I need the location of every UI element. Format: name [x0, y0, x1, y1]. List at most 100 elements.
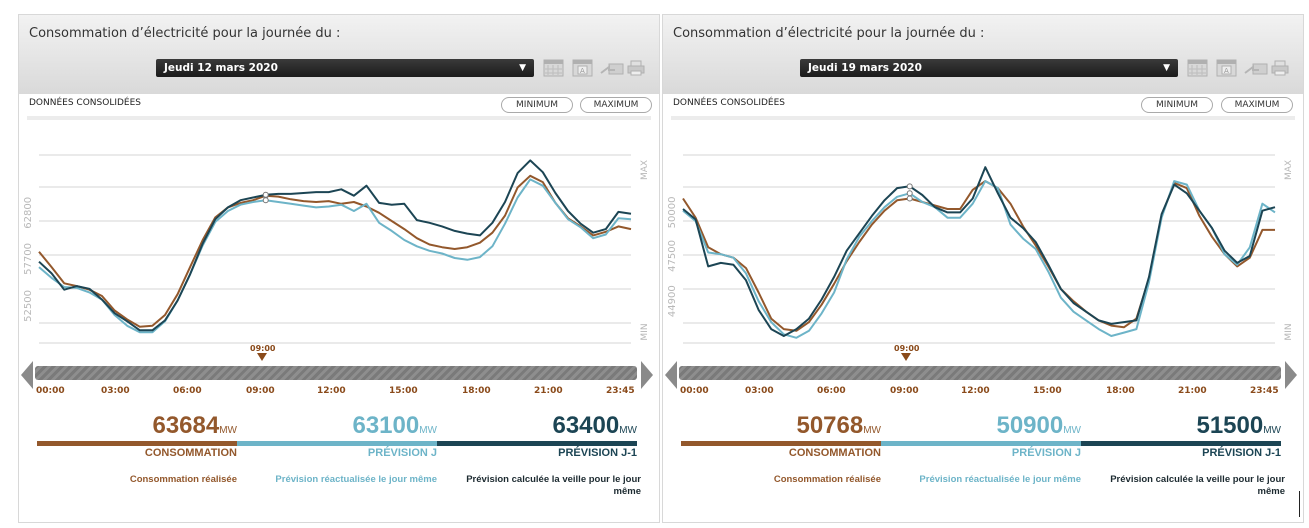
- desc-prevision-j: Prévision réactualisée le jour même: [919, 474, 1081, 485]
- current-point-marker: [906, 195, 913, 202]
- slider-left-arrow-icon[interactable]: [21, 361, 33, 389]
- maximum-button[interactable]: MAXIMUM: [580, 97, 652, 113]
- current-point-marker: [906, 183, 913, 190]
- export-icon[interactable]: [1243, 56, 1269, 78]
- header-title: Consommation d’électricité pour la journ…: [29, 26, 341, 41]
- time-tick-label: 12:00: [317, 386, 346, 396]
- panel-header: Consommation d’électricité pour la journ…: [19, 15, 659, 94]
- export-icon[interactable]: [599, 56, 625, 78]
- slider-left-arrow-icon[interactable]: [665, 361, 677, 389]
- time-tick-label: 06:00: [817, 386, 846, 396]
- marker-time-label: 09:00: [250, 344, 276, 353]
- metric-label: PRÉVISION J: [1011, 447, 1081, 459]
- metric-unit: MW: [219, 425, 237, 436]
- metric-consommation: 63684MW CONSOMMATION: [37, 412, 237, 464]
- time-tick-label: 15:00: [389, 386, 418, 396]
- time-tick-label: 12:00: [961, 386, 990, 396]
- metric-unit: MW: [419, 425, 437, 436]
- time-slider[interactable]: [35, 366, 637, 380]
- metric-value: 63684MW: [152, 412, 237, 440]
- svg-text:A: A: [580, 67, 585, 75]
- time-tick-label: 15:00: [1033, 386, 1062, 396]
- max-axis-label: MAX: [640, 160, 650, 180]
- series-line-consommation: [682, 180, 1275, 332]
- metric-bar: [237, 441, 437, 446]
- svg-text:A: A: [1224, 67, 1229, 75]
- minimum-button[interactable]: MINIMUM: [1141, 97, 1213, 113]
- min-axis-label: MIN: [640, 323, 650, 340]
- metric-unit: MW: [1263, 425, 1281, 436]
- metric-number: 63100: [352, 412, 420, 439]
- metric-consommation: 50768MW CONSOMMATION: [681, 412, 881, 464]
- current-point-marker: [262, 197, 269, 204]
- time-tick-label: 21:00: [534, 386, 563, 396]
- date-value: Jeudi 19 mars 2020: [808, 62, 922, 74]
- y-tick-label: 47500: [667, 240, 678, 272]
- calendar-day-icon[interactable]: A: [571, 56, 595, 78]
- metric-label: CONSOMMATION: [144, 447, 237, 459]
- slider-right-arrow-icon[interactable]: [641, 361, 653, 389]
- time-tick-label: 23:45: [606, 386, 635, 396]
- y-tick-label: 52500: [23, 290, 34, 322]
- data-status-label: DONNÉES CONSOLIDÉES: [29, 98, 142, 108]
- metric-prevision-j: 63100MW PRÉVISION J: [237, 412, 437, 464]
- time-tick-label: 03:00: [101, 386, 130, 396]
- series-line-prevision-j: [682, 180, 1276, 339]
- metric-bar: [437, 441, 637, 446]
- time-tick-label: 23:45: [1250, 386, 1279, 396]
- header-title: Consommation d’électricité pour la journ…: [673, 26, 985, 41]
- metric-bar: [881, 441, 1081, 446]
- date-select[interactable]: Jeudi 12 mars 2020 ▼: [156, 59, 534, 77]
- time-tick-label: 06:00: [173, 386, 202, 396]
- calendar-day-icon[interactable]: A: [1215, 56, 1239, 78]
- desc-prevision-j: Prévision réactualisée le jour même: [275, 474, 437, 485]
- metric-unit: MW: [863, 425, 881, 436]
- marker-time-label: 09:00: [894, 344, 920, 353]
- date-value: Jeudi 12 mars 2020: [164, 62, 278, 74]
- print-icon[interactable]: [626, 56, 646, 78]
- print-icon[interactable]: [1270, 56, 1290, 78]
- max-axis-label: MAX: [1284, 160, 1294, 180]
- calendar-icon[interactable]: [1186, 56, 1210, 78]
- panel-12-mars: Consommation d’électricité pour la journ…: [18, 14, 660, 523]
- dropdown-arrow-icon: ▼: [1163, 63, 1170, 73]
- consumption-chart: 44900 47500 50000 MAX MIN: [667, 154, 1294, 344]
- text-cursor: [1299, 491, 1300, 517]
- date-select[interactable]: Jeudi 19 mars 2020 ▼: [800, 59, 1178, 77]
- metric-number: 63684: [152, 412, 220, 439]
- slider-right-arrow-icon[interactable]: [1285, 361, 1297, 389]
- minimum-button[interactable]: MINIMUM: [501, 97, 573, 113]
- metric-prevision-j: 50900MW PRÉVISION J: [881, 412, 1081, 464]
- y-tick-label: 62800: [23, 197, 34, 229]
- panel-19-mars: Consommation d’électricité pour la journ…: [662, 14, 1304, 523]
- time-tick-label: 09:00: [246, 386, 275, 396]
- metric-unit: MW: [1063, 425, 1081, 436]
- min-axis-label: MIN: [1284, 323, 1294, 340]
- consumption-chart: 52500 57700 62800 MAX MIN: [23, 154, 650, 344]
- time-marker-icon[interactable]: [257, 353, 267, 361]
- time-tick-label: 18:00: [462, 386, 491, 396]
- time-tick-label: 21:00: [1178, 386, 1207, 396]
- series-line-prevision-j1: [682, 166, 1276, 337]
- metric-label: PRÉVISION J-1: [558, 447, 637, 459]
- metric-unit: MW: [619, 425, 637, 436]
- desc-prevision-j1: Prévision calculée la veille pour le jou…: [466, 474, 641, 497]
- metric-value: 63100MW: [352, 412, 437, 440]
- maximum-button[interactable]: MAXIMUM: [1221, 97, 1293, 113]
- metric-prevision-j1: 51500MW PRÉVISION J-1: [1081, 412, 1281, 464]
- current-point-marker: [262, 191, 269, 198]
- metric-bar: [37, 441, 237, 446]
- calendar-icon[interactable]: [542, 56, 566, 78]
- time-tick-label: 00:00: [36, 386, 65, 396]
- series-line-prevision-j1: [38, 159, 632, 332]
- time-marker-icon[interactable]: [901, 353, 911, 361]
- data-status-label: DONNÉES CONSOLIDÉES: [673, 98, 786, 108]
- metric-label: PRÉVISION J: [367, 447, 437, 459]
- time-tick-label: 03:00: [745, 386, 774, 396]
- desc-consommation: Consommation réalisée: [773, 474, 881, 485]
- metric-label: PRÉVISION J-1: [1202, 447, 1281, 459]
- desc-prevision-j1: Prévision calculée la veille pour le jou…: [1110, 474, 1285, 497]
- time-slider[interactable]: [679, 366, 1281, 380]
- desc-consommation: Consommation réalisée: [129, 474, 237, 485]
- metric-prevision-j1: 63400MW PRÉVISION J-1: [437, 412, 637, 464]
